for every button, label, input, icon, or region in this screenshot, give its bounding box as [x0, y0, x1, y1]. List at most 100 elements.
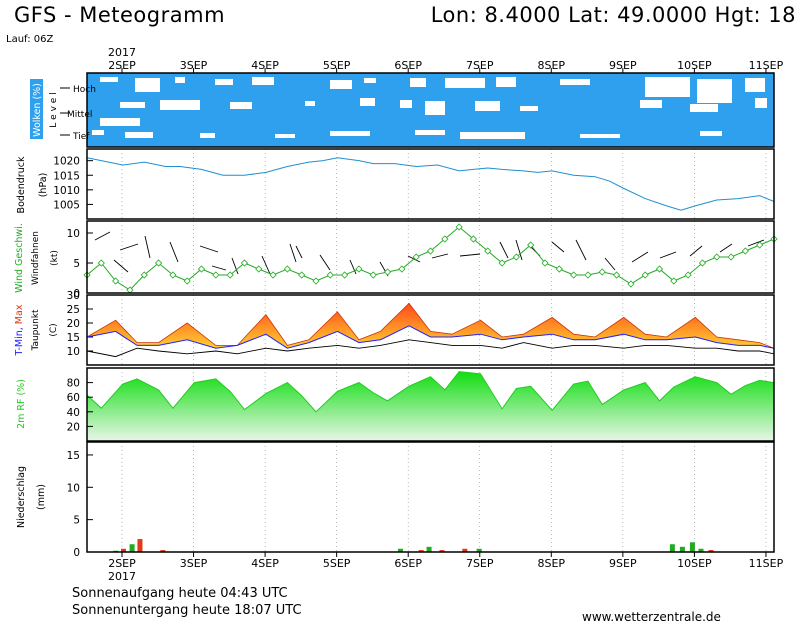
precipitation-panel-bg — [87, 442, 774, 552]
temp-ylabel-min: T-Min, — [14, 327, 25, 356]
wind-point-13 — [269, 271, 277, 279]
wind-point-7 — [183, 277, 191, 285]
wind-point-36 — [598, 268, 606, 276]
cloud-gap-35 — [700, 131, 722, 136]
wind-point-37 — [612, 271, 621, 279]
precip-bar-15 — [708, 550, 714, 552]
cloud-gap-17 — [305, 101, 315, 106]
wind-point-25 — [441, 235, 449, 243]
wind-point-17 — [326, 271, 334, 279]
wind-point-2 — [112, 277, 120, 285]
wind-point-31 — [527, 241, 535, 249]
cloud-gap-24 — [690, 104, 718, 112]
temp-tick-label: 10 — [67, 346, 80, 358]
source-link[interactable]: www.wetterzentrale.de — [582, 610, 721, 624]
wind-point-44 — [713, 253, 721, 261]
top-date-label: 5SEP — [323, 59, 351, 72]
temp-tick-label: 20 — [67, 318, 80, 330]
cloud-gap-25 — [755, 98, 767, 108]
dewpoint-label: Taupunkt — [31, 309, 41, 352]
bottom-date-label: 8SEP — [538, 557, 566, 570]
location-info: Lon: 8.4000 Lat: 49.0000 Hgt: 18 — [430, 3, 796, 27]
humidity-line — [86, 371, 775, 413]
wind-barb-9 — [349, 259, 357, 275]
cloud-level-label: L e v e l — [49, 92, 59, 127]
wind-point-39 — [641, 271, 649, 279]
wind-barb-2 — [144, 235, 151, 259]
wind-point-20 — [369, 271, 377, 279]
top-year-label: 2017 — [108, 46, 136, 59]
wind-point-30 — [512, 253, 520, 261]
temp-max-line — [86, 302, 775, 349]
wind-barb-17 — [575, 239, 587, 261]
wind-point-43 — [698, 259, 707, 267]
cloud-gap-32 — [415, 130, 445, 135]
wind-barb-4 — [199, 245, 219, 253]
bottom-date-label: 2SEP — [108, 557, 136, 570]
chart-title: GFS - Meteogramm — [14, 3, 226, 27]
wind-barb-3 — [169, 241, 179, 263]
cloud-gap-5 — [330, 80, 352, 89]
temp-ylabel-max: Max — [14, 304, 25, 327]
wind-point-34 — [570, 271, 578, 279]
humidity-tick-label: 80 — [67, 378, 80, 390]
wind-point-32 — [541, 259, 549, 267]
wind-ylabel: Wind Geschwi. — [14, 223, 25, 293]
wind-point-18 — [341, 271, 349, 279]
temp-unit-label: (C) — [49, 323, 59, 336]
wind-barb-6 — [261, 255, 271, 275]
pressure-line — [86, 157, 775, 211]
top-date-label: 6SEP — [394, 59, 422, 72]
wind-barb-22 — [719, 243, 733, 253]
wind-barb-5 — [231, 257, 239, 275]
precip-bar-7 — [426, 546, 432, 552]
temperature-panel-bg — [87, 295, 774, 365]
pressure-tick-label: 1020 — [53, 156, 80, 168]
temperature-panel-border — [86, 294, 775, 366]
run-label: Lauf: 06Z — [6, 34, 54, 45]
wind-barb-23 — [747, 239, 765, 247]
wind-tick-label: 10 — [67, 228, 80, 240]
level-label-mid: Mittel — [67, 110, 92, 120]
wind-tick-label: 5 — [73, 258, 80, 270]
cloud-gap-6 — [364, 78, 376, 83]
wind-point-41 — [670, 277, 678, 285]
wind-point-19 — [355, 265, 363, 273]
wind-barb-8 — [319, 254, 331, 271]
sunrise-text: Sonnenaufgang heute 04:43 UTC — [72, 586, 288, 601]
wind-point-27 — [469, 235, 478, 243]
precip-bar-14 — [698, 548, 704, 552]
precip-ylabel: Niederschlag — [16, 466, 27, 528]
precip-tick-label: 10 — [67, 482, 80, 494]
wind-barb-16 — [551, 241, 565, 253]
cloud-gap-26 — [100, 118, 140, 126]
top-date-label: 9SEP — [609, 59, 637, 72]
precip-unit-label: (mm) — [36, 484, 47, 510]
wind-barb-25 — [211, 265, 227, 271]
pressure-panel-border — [86, 148, 775, 220]
precip-bar-4 — [160, 550, 166, 552]
pressure-tick-label: 1015 — [53, 170, 80, 182]
wind-point-47 — [756, 241, 764, 249]
cloud-gap-29 — [200, 133, 215, 138]
pressure-ylabel: Bodendruck — [16, 156, 27, 213]
precip-bar-2 — [129, 544, 135, 552]
wind-barb-13 — [459, 253, 481, 257]
cloud-gap-27 — [92, 130, 104, 135]
wind-barb-1 — [119, 243, 139, 251]
cloud-gap-34 — [580, 134, 620, 138]
precip-bar-10 — [476, 548, 482, 552]
sunset-text: Sonnenuntergang heute 18:07 UTC — [72, 603, 302, 618]
wind-barb-21 — [689, 245, 703, 257]
wind-barb-24 — [113, 259, 129, 273]
precip-tick-label: 0 — [73, 547, 80, 559]
pressure-tick-label: 1005 — [53, 199, 80, 211]
wind-barb-0 — [94, 231, 111, 241]
bottom-year-label: 2017 — [108, 570, 136, 583]
wind-barb-18 — [604, 257, 616, 271]
bottom-date-label: 3SEP — [180, 557, 208, 570]
wind-barb-label: Windfahnen — [31, 231, 41, 285]
cloud-gap-11 — [645, 77, 690, 97]
bottom-date-label: 4SEP — [251, 557, 279, 570]
